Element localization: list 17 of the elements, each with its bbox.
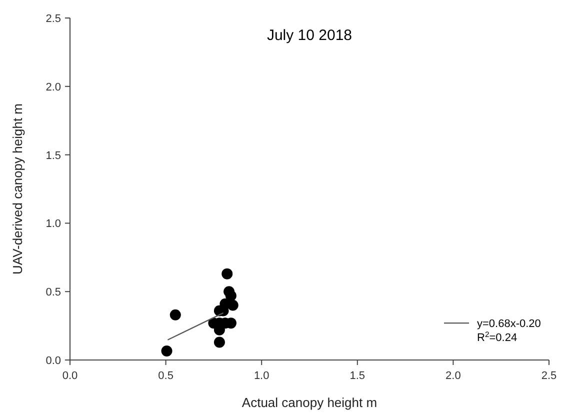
text: July 10 2018 [266,27,352,44]
x-axis-title: Actual canopy height m [242,395,378,410]
y-tick-label: 0.5 [46,286,61,299]
annotation: R$^{2}$=0.24 [477,330,518,344]
x-tick-label: 1.0 [254,370,270,382]
y-axis-title: UAV-derived canopy height m [10,103,25,275]
x-tick-label: 2.5 [541,370,557,382]
y-tick-label: 2.5 [46,13,61,25]
y-tick-label: 1.0 [46,218,61,230]
y-tick-label: 1.5 [46,150,61,162]
legend-label: y=0.68x-0.20 [477,318,541,330]
x-tick-label: 0.0 [62,370,78,382]
y-tick-label: 0.0 [46,355,61,367]
x-tick-label: 1.5 [350,370,366,382]
y-tick-label: 2.0 [46,81,61,94]
x-tick-label: 0.5 [158,370,174,382]
x-tick-label: 2.0 [446,370,461,382]
